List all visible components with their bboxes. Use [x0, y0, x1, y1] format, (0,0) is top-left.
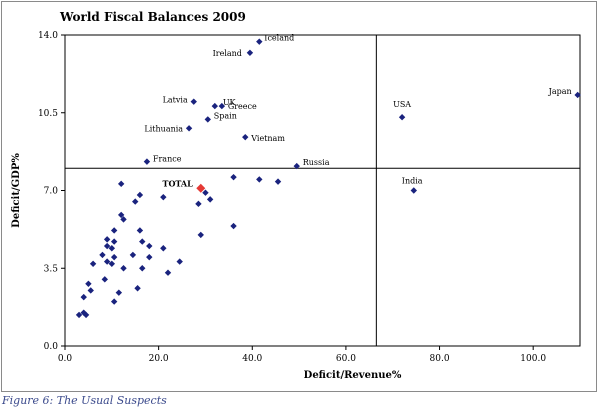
data-point — [75, 311, 83, 319]
data-point-spain — [204, 116, 211, 123]
chart-frame: World Fiscal Balances 2009 0.0 20.0 40.0 60… — [1, 1, 597, 392]
point-label-latvia: Latvia — [163, 96, 188, 105]
data-point — [160, 193, 167, 201]
y-axis-label: Deficit/GDP% — [11, 153, 22, 228]
x-tick-label: 0.0 — [58, 354, 73, 364]
data-point — [146, 253, 153, 261]
data-point-latvia — [190, 98, 197, 105]
data-point — [202, 189, 209, 196]
point-label-spain: Spain — [214, 111, 237, 120]
data-point — [108, 245, 116, 252]
chart-title: World Fiscal Balances 2009 — [60, 10, 246, 24]
data-point — [146, 242, 153, 250]
data-point — [134, 285, 141, 292]
point-label-france: France — [153, 155, 182, 164]
x-tick-label: 40.0 — [242, 354, 262, 364]
data-point-vietnam — [242, 133, 249, 141]
data-point — [108, 260, 116, 268]
data-point — [164, 269, 172, 276]
figure-caption: Figure 6: The Usual Suspects — [2, 394, 167, 407]
y-tick-label: 14.0 — [38, 31, 58, 41]
data-point-india — [410, 187, 417, 194]
data-point — [103, 242, 111, 250]
data-point — [80, 293, 87, 301]
y-tick-label: 0.0 — [44, 342, 59, 352]
y-tick-label: 7.0 — [44, 187, 59, 197]
data-point — [87, 287, 94, 294]
point-label-ireland: Ireland — [213, 49, 242, 58]
data-point — [103, 236, 111, 243]
data-point-uk — [211, 102, 219, 110]
data-point — [120, 265, 127, 272]
data-point — [110, 253, 118, 261]
point-label-lithuania: Lithuania — [144, 124, 183, 133]
point-label-greece: Greece — [228, 102, 257, 111]
point-label-vietnam: Vietnam — [250, 134, 285, 143]
point-label-japan: Japan — [548, 87, 572, 96]
data-point-greece — [218, 102, 226, 110]
point-label-usa: USA — [393, 100, 411, 109]
x-tick-label: 100.0 — [520, 354, 546, 364]
data-point-russia — [293, 162, 300, 170]
total-point-label: TOTAL — [162, 178, 193, 188]
scatter-chart: 0.0 20.0 40.0 60.0 80.0 100.0 0.0 3.5 7.0 10.5 14.… — [11, 31, 581, 381]
data-point — [160, 245, 167, 252]
reference-lines — [65, 35, 580, 346]
data-point — [139, 238, 146, 245]
data-point — [230, 222, 237, 230]
point-label-iceland: Iceland — [264, 34, 294, 43]
x-tick-label: 60.0 — [336, 354, 356, 364]
data-point — [256, 176, 263, 183]
data-point-france — [143, 158, 151, 165]
data-point — [89, 260, 97, 268]
data-point — [206, 196, 214, 203]
data-point — [103, 258, 111, 265]
data-point — [274, 178, 282, 185]
data-point — [136, 191, 144, 199]
y-tick-label: 10.5 — [38, 109, 58, 119]
data-point-usa — [398, 113, 406, 121]
total-point — [196, 183, 206, 193]
data-point — [117, 180, 125, 188]
data-point — [85, 280, 92, 287]
data-point — [82, 311, 90, 319]
data-point-japan — [574, 91, 581, 99]
data-points — [75, 38, 581, 319]
data-point — [195, 200, 202, 208]
point-label-russia: Russia — [303, 158, 330, 167]
x-tick-label: 20.0 — [149, 354, 169, 364]
data-point — [120, 216, 127, 223]
data-point — [101, 276, 108, 283]
x-tick-label: 80.0 — [430, 354, 450, 364]
data-point-iceland — [256, 38, 263, 45]
axes: 0.0 20.0 40.0 60.0 80.0 100.0 0.0 3.5 7.0 10.5 14.… — [11, 31, 581, 381]
data-point — [117, 211, 125, 219]
data-point-ireland — [246, 49, 254, 56]
data-point — [139, 265, 146, 272]
data-point — [115, 289, 123, 296]
data-point — [132, 198, 139, 205]
point-labels: Iceland Ireland Japan USA Latvia UKGreeceSpai… — [144, 34, 571, 189]
x-axis-label: Deficit/Revenue% — [304, 370, 402, 381]
point-label-uk: UK — [223, 98, 237, 107]
data-point — [110, 227, 118, 234]
data-point — [176, 258, 183, 265]
data-point — [136, 227, 144, 234]
data-point-lithuania — [185, 125, 193, 132]
plot-area-border — [64, 34, 581, 347]
data-point — [110, 298, 118, 305]
y-tick-label: 3.5 — [44, 264, 59, 274]
point-label-india: India — [402, 177, 423, 186]
data-point — [197, 231, 204, 239]
data-point — [129, 251, 137, 259]
data-point — [230, 173, 237, 181]
data-point — [99, 251, 106, 259]
data-point — [110, 238, 118, 245]
